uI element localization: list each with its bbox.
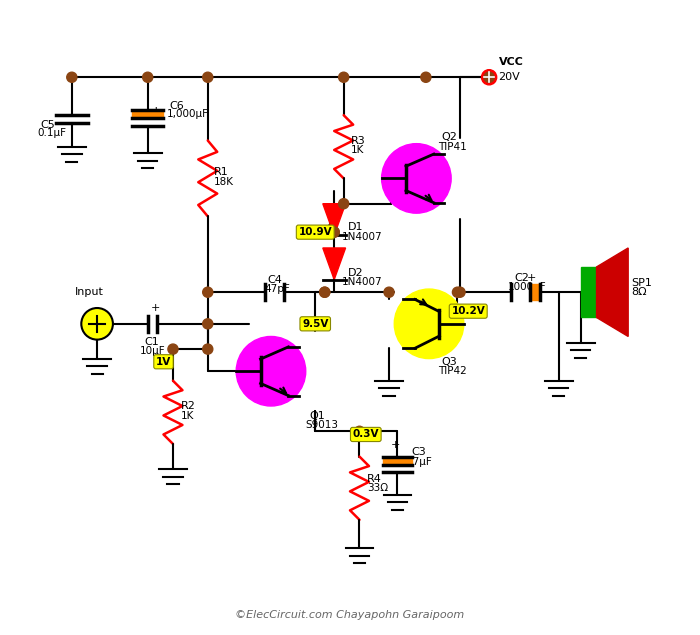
Circle shape: [484, 72, 494, 83]
Circle shape: [329, 227, 340, 237]
Circle shape: [168, 344, 178, 354]
Text: +: +: [527, 274, 536, 283]
Circle shape: [394, 289, 464, 359]
Circle shape: [143, 72, 153, 83]
Circle shape: [320, 287, 330, 297]
Text: C5: C5: [40, 120, 55, 130]
Text: Q1: Q1: [309, 411, 325, 420]
Text: +: +: [391, 440, 400, 450]
Circle shape: [455, 287, 465, 297]
Circle shape: [236, 337, 306, 406]
Text: Output: Output: [587, 273, 626, 283]
Text: S9013: S9013: [306, 420, 339, 430]
Text: 0.3V: 0.3V: [353, 429, 379, 439]
Text: +: +: [151, 105, 162, 118]
Text: 10.9V: 10.9V: [298, 227, 332, 237]
Circle shape: [482, 70, 497, 85]
Text: 1K: 1K: [351, 145, 365, 155]
Circle shape: [203, 344, 213, 354]
Text: 18K: 18K: [214, 177, 234, 187]
Circle shape: [203, 319, 213, 329]
Circle shape: [339, 72, 349, 83]
Text: 1N4007: 1N4007: [342, 277, 382, 287]
Text: C4: C4: [268, 275, 283, 284]
Text: 8Ω: 8Ω: [631, 288, 647, 297]
Circle shape: [66, 72, 77, 83]
Circle shape: [320, 287, 330, 297]
Text: +: +: [151, 303, 160, 313]
Circle shape: [452, 287, 463, 297]
Text: 20V: 20V: [498, 72, 520, 83]
Text: TIP42: TIP42: [438, 366, 468, 377]
Circle shape: [329, 227, 340, 237]
Circle shape: [421, 72, 431, 83]
Text: D2: D2: [348, 269, 364, 278]
Text: C3: C3: [412, 447, 426, 457]
Text: 10µF: 10µF: [140, 345, 166, 356]
Circle shape: [382, 144, 452, 213]
Text: 1N4007: 1N4007: [342, 232, 382, 243]
Text: 9.5V: 9.5V: [302, 319, 328, 329]
Text: C2: C2: [514, 273, 529, 283]
Bar: [530, 284, 540, 300]
Text: 1K: 1K: [181, 411, 194, 420]
Polygon shape: [323, 248, 346, 279]
Circle shape: [384, 287, 394, 297]
Text: 1V: 1V: [156, 357, 171, 367]
Bar: [383, 457, 412, 465]
Text: 47µF: 47µF: [407, 457, 433, 467]
Text: Q3: Q3: [442, 357, 457, 367]
Text: 47pF: 47pF: [265, 284, 290, 294]
Text: 0.1µF: 0.1µF: [37, 128, 66, 138]
Text: 1,000µF: 1,000µF: [167, 109, 209, 119]
Text: R2: R2: [181, 401, 195, 411]
Text: TIP41: TIP41: [438, 142, 468, 152]
Text: Input: Input: [75, 288, 104, 297]
Bar: [132, 110, 164, 118]
Text: 10.2V: 10.2V: [452, 306, 485, 316]
Circle shape: [203, 72, 213, 83]
Text: C1: C1: [144, 337, 160, 347]
Circle shape: [203, 287, 213, 297]
Text: R1: R1: [214, 167, 229, 177]
Bar: [581, 267, 596, 318]
Text: D1: D1: [348, 222, 363, 232]
Text: R3: R3: [351, 136, 366, 145]
Text: Q2: Q2: [442, 133, 458, 142]
Circle shape: [81, 308, 113, 340]
Text: 33Ω: 33Ω: [367, 483, 389, 493]
Text: VCC: VCC: [498, 57, 524, 67]
Polygon shape: [323, 204, 346, 236]
Text: ©ElecCircuit.com Chayapohn Garaipoom: ©ElecCircuit.com Chayapohn Garaipoom: [235, 610, 465, 620]
Polygon shape: [596, 248, 628, 337]
Text: 1000µF: 1000µF: [508, 283, 547, 292]
Text: SP1: SP1: [631, 278, 652, 288]
Text: C6: C6: [170, 101, 185, 111]
Text: R4: R4: [367, 474, 382, 484]
Circle shape: [354, 426, 365, 436]
Circle shape: [339, 199, 349, 209]
